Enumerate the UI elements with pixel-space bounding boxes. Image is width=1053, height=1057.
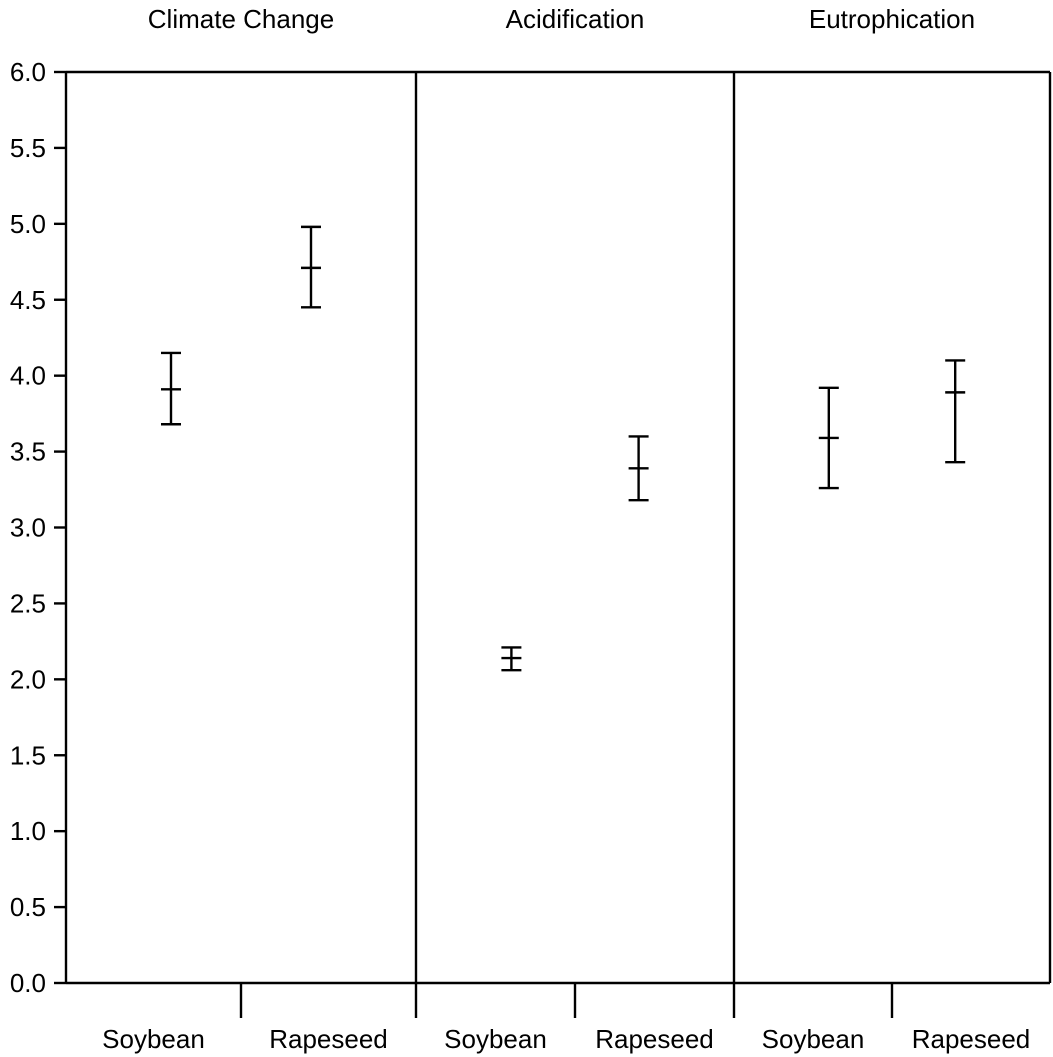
panel-title: Acidification: [506, 4, 645, 34]
panel-title: Climate Change: [148, 4, 334, 34]
y-tick-label: 5.0: [10, 209, 46, 239]
x-category-label: Rapeseed: [269, 1024, 388, 1054]
y-tick-label: 6.0: [10, 57, 46, 87]
panel-title: Eutrophication: [809, 4, 975, 34]
y-axis: 0.0 0.5 1.0 1.5 2.0 2.5 3.0 3.5 4.0 4.5 5.0 5.5 6.0: [10, 57, 66, 998]
x-category-label: Rapeseed: [595, 1024, 714, 1054]
x-category-label: Rapeseed: [912, 1024, 1031, 1054]
y-tick-label: 0.5: [10, 892, 46, 922]
x-axis: Soybean Rapeseed Soybean Rapeseed Soybean Rap…: [102, 983, 1030, 1054]
y-tick-label: 4.5: [10, 285, 46, 315]
error-bars: [161, 225, 966, 672]
y-tick-label: 3.5: [10, 437, 46, 467]
x-category-label: Soybean: [102, 1024, 205, 1054]
panel-frames: [64, 70, 1052, 1018]
y-tick-label: 0.0: [10, 968, 46, 998]
y-tick-label: 2.5: [10, 588, 46, 618]
panel-titles: Climate Change Acidification Eutrophicatio…: [148, 4, 975, 34]
y-tick-label: 5.5: [10, 133, 46, 163]
y-tick-label: 4.0: [10, 361, 46, 391]
y-tick-label: 2.0: [10, 664, 46, 694]
y-tick-label: 3.0: [10, 513, 46, 543]
x-category-label: Soybean: [762, 1024, 865, 1054]
y-tick-label: 1.5: [10, 740, 46, 770]
y-tick-label: 1.0: [10, 816, 46, 846]
x-category-label: Soybean: [444, 1024, 547, 1054]
